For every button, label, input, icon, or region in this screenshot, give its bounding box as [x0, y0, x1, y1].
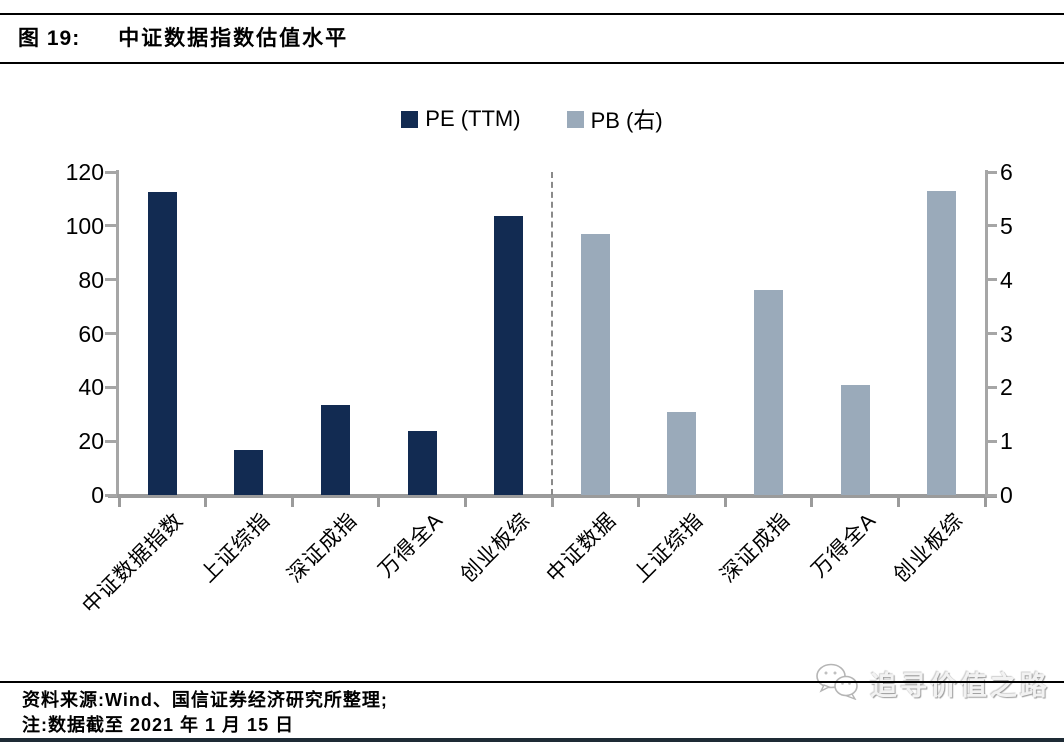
pe-bar-1 [234, 450, 264, 495]
left-axis-tick-label: 80 [78, 266, 104, 293]
left-axis-tick [105, 439, 117, 443]
right-axis-tick [985, 493, 997, 497]
left-axis-tick-label: 0 [91, 482, 104, 508]
bottom-rule [0, 738, 1064, 742]
page-title: 中证数据指数估值水平 [118, 27, 349, 50]
x-axis-tick [896, 498, 900, 507]
right-axis-tick-label: 2 [1000, 374, 1013, 401]
pb-bar-4 [927, 190, 957, 495]
right-axis-tick [985, 278, 997, 282]
figure-label: 图 19: [18, 27, 81, 50]
left-y-axis [116, 170, 119, 498]
group-divider-dashed-line [551, 172, 553, 495]
watermark-text: 追寻价值之路 [870, 671, 1050, 701]
x-axis-tick [810, 498, 814, 507]
x-axis-label: 深证成指 [715, 508, 795, 588]
figure-title-row: 图 19: 中证数据指数估值水平 [18, 22, 348, 52]
right-axis-tick-label: 6 [1000, 159, 1013, 185]
footer-rule [0, 681, 1064, 683]
x-axis-label: 上证综指 [196, 508, 275, 588]
left-axis-tick-label: 120 [65, 159, 104, 185]
legend-label-pb: PB (右) [590, 108, 663, 133]
left-axis-tick [105, 332, 117, 335]
pe-legend-swatch-icon [401, 110, 419, 128]
left-axis-tick [105, 385, 117, 389]
pe-bar-0 [147, 192, 177, 495]
right-axis-tick [985, 170, 997, 174]
right-axis-tick-label: 4 [1000, 266, 1013, 293]
x-axis-label: 中证数据 [542, 508, 622, 588]
x-axis-label: 中证数据指数 [78, 508, 189, 619]
pb-bar-0 [580, 233, 610, 495]
pe-bar-4 [494, 216, 524, 495]
left-axis-tick-label: 20 [78, 428, 104, 455]
x-axis-tick [637, 498, 641, 507]
x-axis-label: 上证综指 [629, 508, 708, 588]
x-axis-tick [117, 498, 121, 507]
left-axis-tick [105, 493, 117, 497]
x-axis-tick [463, 498, 467, 507]
pb-bar-3 [840, 384, 870, 495]
left-axis-tick-label: 60 [78, 320, 104, 347]
top-rule [0, 13, 1064, 15]
x-axis-label: 创业板综 [889, 508, 968, 588]
source-text: 资料来源:Wind、国信证券经济研究所整理; [22, 690, 388, 710]
x-axis-label: 万得全A [807, 508, 881, 583]
note-text: 注:数据截至 2021 年 1 月 15 日 [22, 715, 295, 735]
right-axis-tick [985, 332, 997, 335]
x-axis-tick [290, 498, 294, 507]
x-axis-tick [204, 498, 208, 507]
left-axis-tick-label: 100 [65, 212, 104, 239]
x-axis-tick [550, 498, 554, 507]
right-axis-tick-label: 5 [1000, 212, 1013, 239]
watermark: 追寻价值之路 [814, 662, 1050, 705]
pe-bar-3 [407, 431, 437, 495]
left-axis-tick [105, 170, 117, 174]
legend-item-pe: PE (TTM) [401, 106, 521, 132]
right-axis-tick-label: 3 [1000, 320, 1013, 347]
x-axis-label: 万得全A [374, 508, 448, 583]
header-rule [0, 62, 1064, 64]
chart-legend: PE (TTM) PB (右) [0, 103, 1064, 135]
right-axis-tick [985, 224, 997, 228]
wechat-icon [814, 662, 860, 705]
x-axis-tick [983, 498, 987, 507]
right-axis-tick-label: 1 [1000, 428, 1013, 455]
footer-notes: 资料来源:Wind、国信证券经济研究所整理; 注:数据截至 2021 年 1 月… [22, 688, 388, 738]
left-axis-tick [105, 224, 117, 228]
left-axis-tick-label: 40 [78, 374, 104, 401]
x-axis [108, 494, 997, 498]
pb-legend-swatch-icon [566, 110, 584, 128]
pe-bar-2 [321, 405, 350, 495]
right-axis-tick [985, 385, 997, 389]
left-axis-tick [105, 278, 117, 282]
right-axis-tick-label: 0 [1000, 482, 1013, 508]
x-axis-label: 深证成指 [282, 508, 362, 588]
x-axis-tick [723, 498, 727, 507]
legend-label-pe: PE (TTM) [425, 106, 521, 131]
right-axis-tick [985, 439, 997, 443]
pb-bar-2 [754, 290, 783, 495]
x-axis-tick [377, 498, 381, 507]
pb-bar-1 [667, 411, 697, 495]
x-axis-label: 创业板综 [456, 508, 535, 588]
legend-item-pb: PB (右) [566, 103, 663, 135]
